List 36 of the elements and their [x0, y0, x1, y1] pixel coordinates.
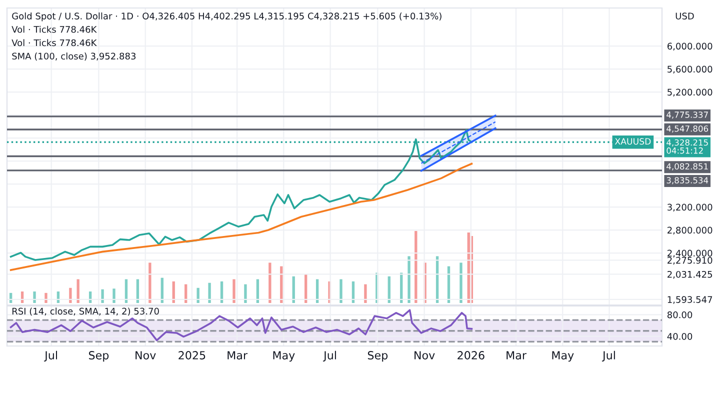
- x-tick-label: Jul: [602, 350, 615, 362]
- x-tick-label: 2026: [458, 351, 484, 360]
- ref-line-label: 3,835.534: [666, 177, 708, 184]
- x-tick-label: Sep: [368, 351, 388, 362]
- y-tick-label: 3,200.000: [668, 204, 712, 212]
- y-tick-label: 2,400.000: [668, 250, 712, 258]
- y-tick-label: 40.00: [667, 333, 692, 340]
- x-tick-label: Jul: [323, 350, 336, 362]
- y-tick-label: 5,200.000: [668, 88, 712, 96]
- y-axis-title: USD: [676, 12, 694, 20]
- annotation: Vol · Ticks 778.46K: [12, 39, 97, 46]
- annotation: SMA (100, close) 3,952.883: [12, 52, 136, 61]
- x-tick-label: Mar: [506, 351, 526, 360]
- x-tick-label: May: [552, 351, 574, 362]
- x-tick-label: Nov: [136, 351, 156, 360]
- ref-line-label: 4,082.851: [666, 163, 708, 170]
- ref-line-label: 4,328.215 04:51:12: [666, 139, 708, 154]
- chart-title: Gold Spot / U.S. Dollar · 1D · O4,326.405 H4,402.295 L4,315.195 C4,328.215 +5.605 (+0.13%): [12, 12, 442, 22]
- y-tick-label: 2,800.000: [668, 226, 712, 234]
- x-tick-label: Jul: [44, 350, 57, 362]
- x-tick-label: Mar: [228, 351, 248, 360]
- x-tick-label: Nov: [414, 351, 435, 360]
- x-tick-label: May: [273, 351, 295, 362]
- annotation: XAUUSD: [614, 138, 651, 145]
- y-tick-label: 80.00: [667, 311, 692, 318]
- ref-line-label: 4,547.806: [666, 125, 708, 133]
- y-tick-label: 2,275.910: [668, 256, 712, 265]
- y-tick-label: 6,000.000: [667, 42, 712, 50]
- y-tick-label: 2,031.425: [668, 270, 712, 279]
- chart-title: RSI (14, close, SMA, 14, 2) 53.70: [12, 308, 159, 316]
- x-tick-label: 2025: [178, 351, 206, 360]
- x-tick-label: Sep: [88, 351, 109, 362]
- annotation: Vol · Ticks 778.46K: [12, 26, 97, 33]
- y-tick-label: 1,593.547: [668, 296, 712, 304]
- ref-line-label: 4,775.337: [666, 112, 708, 119]
- y-tick-label: 5,600.000: [668, 66, 712, 74]
